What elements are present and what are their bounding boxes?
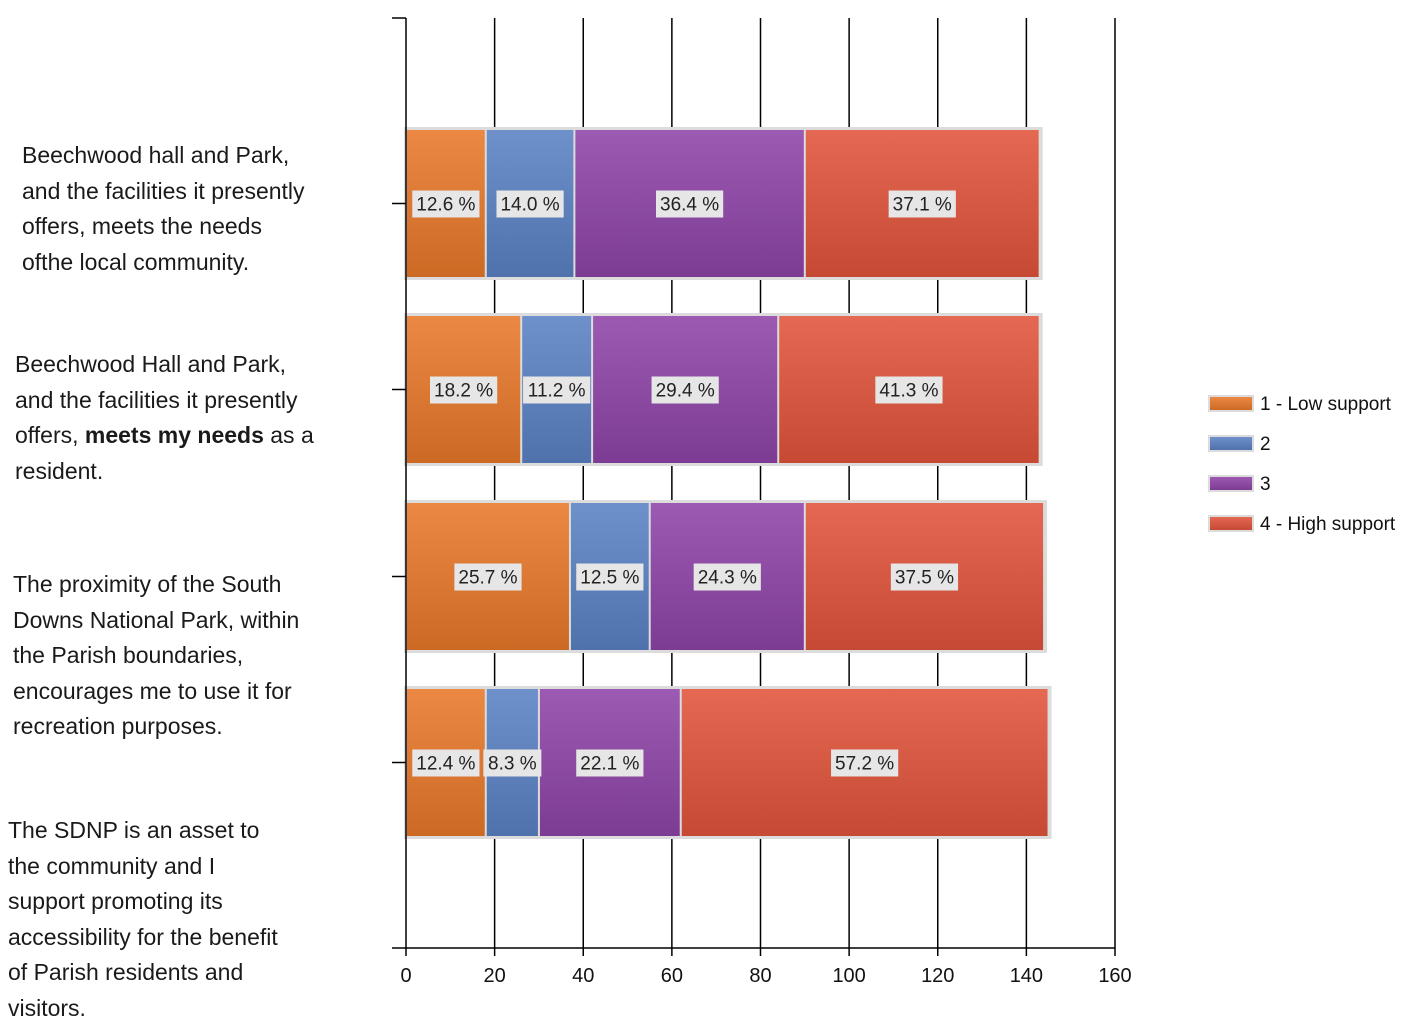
question-label-2: Beechwood Hall and Park, and the facilit… xyxy=(15,347,315,489)
data-label: 37.5 % xyxy=(895,568,954,589)
question-label-3: The proximity of the South Downs Nationa… xyxy=(13,567,313,745)
x-tick-label: 160 xyxy=(1098,965,1131,987)
data-label-bg xyxy=(412,749,480,777)
data-label: 36.4 % xyxy=(660,195,719,216)
data-label-bg xyxy=(651,376,719,404)
x-tick-label: 40 xyxy=(572,965,594,987)
question-text-part: The SDNP is an asset to the community an… xyxy=(8,817,278,1021)
data-label: 14.0 % xyxy=(500,195,559,216)
x-tick-label: 80 xyxy=(749,965,771,987)
question-text-part: Beechwood Hall and Park, and the facilit… xyxy=(15,351,298,448)
legend: 1 - Low support 2 3 4 - High support xyxy=(1208,394,1396,535)
question-text-part: meets my needs xyxy=(84,422,264,448)
data-label: 12.5 % xyxy=(580,568,639,589)
x-tick-label: 140 xyxy=(1010,965,1043,987)
x-tick-label: 100 xyxy=(832,965,865,987)
data-label: 57.2 % xyxy=(835,754,894,775)
legend-label: 1 - Low support xyxy=(1260,394,1392,415)
question-label-4: The SDNP is an asset to the community an… xyxy=(8,813,293,1026)
x-tick-label: 20 xyxy=(484,965,506,987)
data-label: 41.3 % xyxy=(879,381,938,402)
data-label-bg xyxy=(576,749,644,777)
x-tick-label: 60 xyxy=(661,965,683,987)
data-label: 29.4 % xyxy=(656,381,715,402)
data-label-bg xyxy=(576,563,644,591)
data-label-bg xyxy=(523,376,591,404)
question-text-part: as a resident. xyxy=(15,422,314,484)
data-label: 25.7 % xyxy=(458,568,517,589)
data-label-bg xyxy=(875,376,943,404)
data-label: 12.4 % xyxy=(416,754,475,775)
data-label-bg xyxy=(656,190,724,218)
question-text-part: The proximity of the South Downs Nationa… xyxy=(13,571,300,739)
legend-swatch xyxy=(1210,517,1252,530)
data-labels: 12.6 % 14.0 % 36.4 % 37.1 % 18.2 % 11.2 % 29.4… xyxy=(412,190,959,777)
data-label: 22.1 % xyxy=(580,754,639,775)
data-label-bg xyxy=(496,190,564,218)
data-label-bg xyxy=(693,563,761,591)
bars xyxy=(404,127,1052,839)
data-label-bg xyxy=(831,749,899,777)
data-label-bg xyxy=(888,190,956,218)
data-label-bg xyxy=(412,190,480,218)
question-text-part: Beechwood hall and Park, and the facilit… xyxy=(22,142,305,275)
axes: 0 20 40 60 80 100 120 140 160 xyxy=(392,17,1132,987)
legend-label: 3 xyxy=(1260,474,1271,495)
data-label: 18.2 % xyxy=(434,381,493,402)
data-label: 11.2 % xyxy=(528,381,586,402)
data-label: 8.3 % xyxy=(488,754,537,775)
legend-swatch xyxy=(1210,477,1252,490)
legend-label: 2 xyxy=(1260,434,1271,455)
data-label-bg xyxy=(454,563,522,591)
data-label-bg xyxy=(890,563,959,591)
question-label-1: Beechwood hall and Park, and the facilit… xyxy=(22,138,312,280)
x-tick-label: 0 xyxy=(400,965,411,987)
legend-swatch xyxy=(1210,397,1252,410)
legend-label: 4 - High support xyxy=(1260,514,1396,535)
data-label: 12.6 % xyxy=(416,195,475,216)
data-label: 37.1 % xyxy=(893,195,952,216)
data-label-bg xyxy=(430,376,498,404)
data-label-bg xyxy=(483,749,542,777)
legend-swatch xyxy=(1210,437,1252,450)
x-tick-label: 120 xyxy=(921,965,954,987)
data-label: 24.3 % xyxy=(698,568,757,589)
